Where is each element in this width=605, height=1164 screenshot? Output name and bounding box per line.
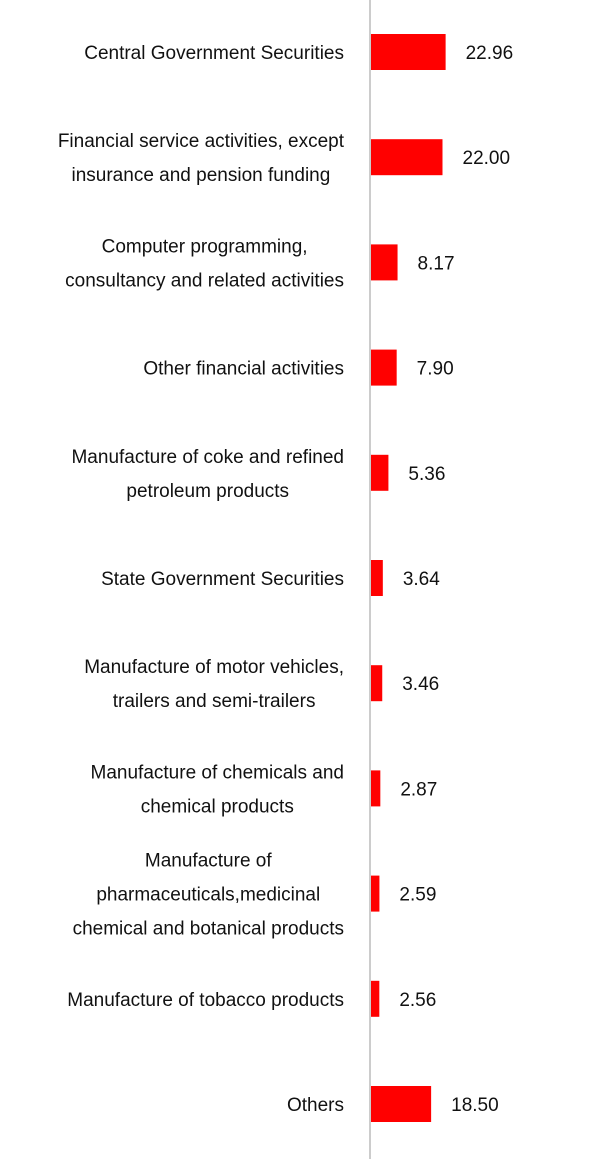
category-label-8-line-2: chemical and botanical products xyxy=(73,919,344,940)
value-label-2: 8.17 xyxy=(418,253,455,274)
value-label-8: 2.59 xyxy=(399,885,436,906)
category-labels-layer: Central Government Securities Financial s… xyxy=(58,43,345,1116)
category-label-1-line-0: Financial service activities, except xyxy=(58,131,345,152)
category-label-6-line-1: trailers and semi-trailers xyxy=(113,691,316,712)
bar-5 xyxy=(371,560,383,596)
category-label-9: Manufacture of tobacco products xyxy=(67,990,344,1011)
value-label-4: 5.36 xyxy=(408,464,445,485)
category-label-4-line-1: petroleum products xyxy=(126,481,289,502)
value-label-0: 22.96 xyxy=(466,43,514,64)
category-label-4: Manufacture of coke and refined petroleum… xyxy=(71,447,344,502)
bar-4 xyxy=(371,454,389,491)
bar-6 xyxy=(371,665,383,702)
category-label-8-line-1: pharmaceuticals,medicinal xyxy=(96,885,320,906)
category-label-5: State Government Securities xyxy=(101,569,344,590)
bar-8 xyxy=(371,875,380,912)
value-labels-layer: 22.96 22.00 8.17 7.90 5.36 3.64 3.46 2.87 2.59 2.… xyxy=(399,43,513,1116)
category-label-10: Others xyxy=(287,1095,344,1116)
value-label-9: 2.56 xyxy=(399,990,436,1011)
category-label-7-line-0: Manufacture of chemicals and xyxy=(91,762,344,783)
value-label-3: 7.90 xyxy=(417,359,454,380)
category-label-5-line-0: State Government Securities xyxy=(101,569,344,590)
value-label-1: 22.00 xyxy=(463,148,511,169)
bar-2 xyxy=(371,244,398,281)
category-label-3-line-0: Other financial activities xyxy=(143,359,344,380)
category-label-2: Computer programming, consultancy and rel… xyxy=(65,236,344,291)
category-label-2-line-0: Computer programming, xyxy=(102,236,308,257)
category-label-8: Manufacture of pharmaceuticals,medicinal c… xyxy=(73,851,344,940)
category-label-0-line-0: Central Government Securities xyxy=(84,43,344,64)
category-label-6-line-0: Manufacture of motor vehicles, xyxy=(84,657,344,678)
bar-10 xyxy=(371,1086,432,1122)
category-label-10-line-0: Others xyxy=(287,1095,344,1116)
bar-9 xyxy=(371,980,380,1017)
category-label-0: Central Government Securities xyxy=(84,43,344,64)
category-label-2-line-1: consultancy and related activities xyxy=(65,270,344,291)
category-label-6: Manufacture of motor vehicles, trailers a… xyxy=(84,657,344,712)
category-label-8-line-0: Manufacture of xyxy=(145,851,272,872)
category-label-1-line-1: insurance and pension funding xyxy=(72,165,331,186)
bar-3 xyxy=(371,349,397,386)
bar-1 xyxy=(371,139,443,176)
value-label-5: 3.64 xyxy=(403,569,440,590)
category-label-3: Other financial activities xyxy=(143,359,344,380)
category-label-1: Financial service activities, except insu… xyxy=(58,131,345,186)
category-label-7: Manufacture of chemicals and chemical pro… xyxy=(91,762,344,817)
bar-7 xyxy=(371,770,381,807)
category-label-7-line-1: chemical products xyxy=(141,796,294,817)
value-label-10: 18.50 xyxy=(451,1095,499,1116)
value-label-7: 2.87 xyxy=(400,779,437,800)
bars-layer xyxy=(371,34,446,1122)
value-label-6: 3.46 xyxy=(402,674,439,695)
category-label-9-line-0: Manufacture of tobacco products xyxy=(67,990,344,1011)
category-label-4-line-0: Manufacture of coke and refined xyxy=(71,447,344,468)
bar-0 xyxy=(371,34,446,70)
